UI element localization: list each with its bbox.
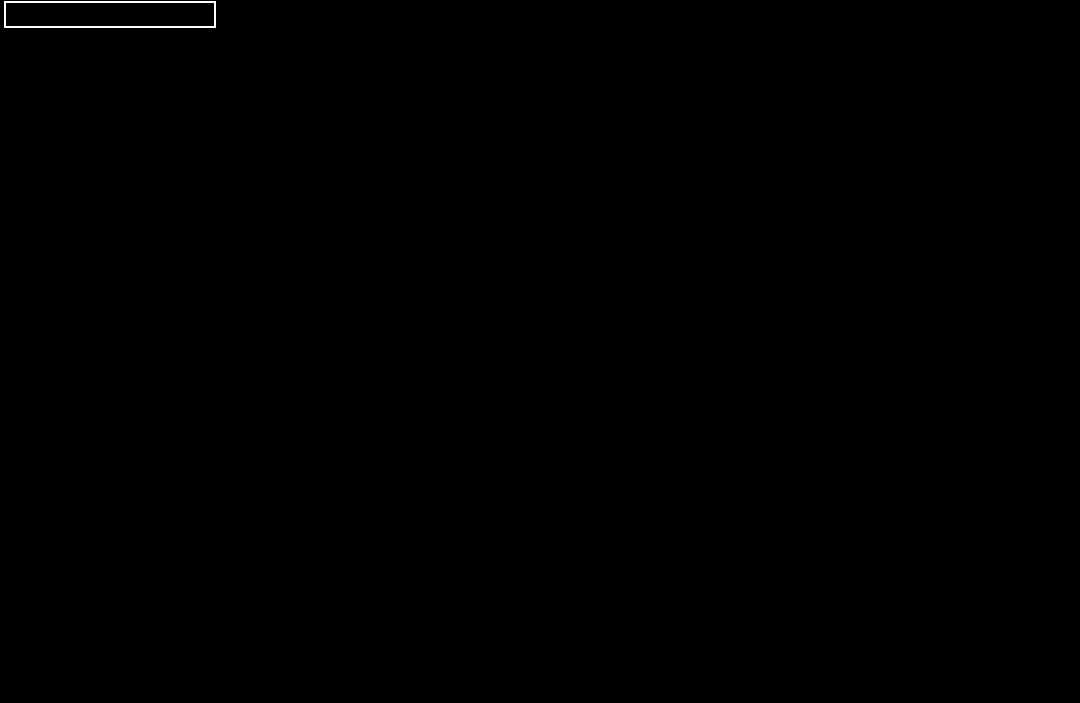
chart-title-box [4,1,216,28]
macd-header [26,501,40,513]
